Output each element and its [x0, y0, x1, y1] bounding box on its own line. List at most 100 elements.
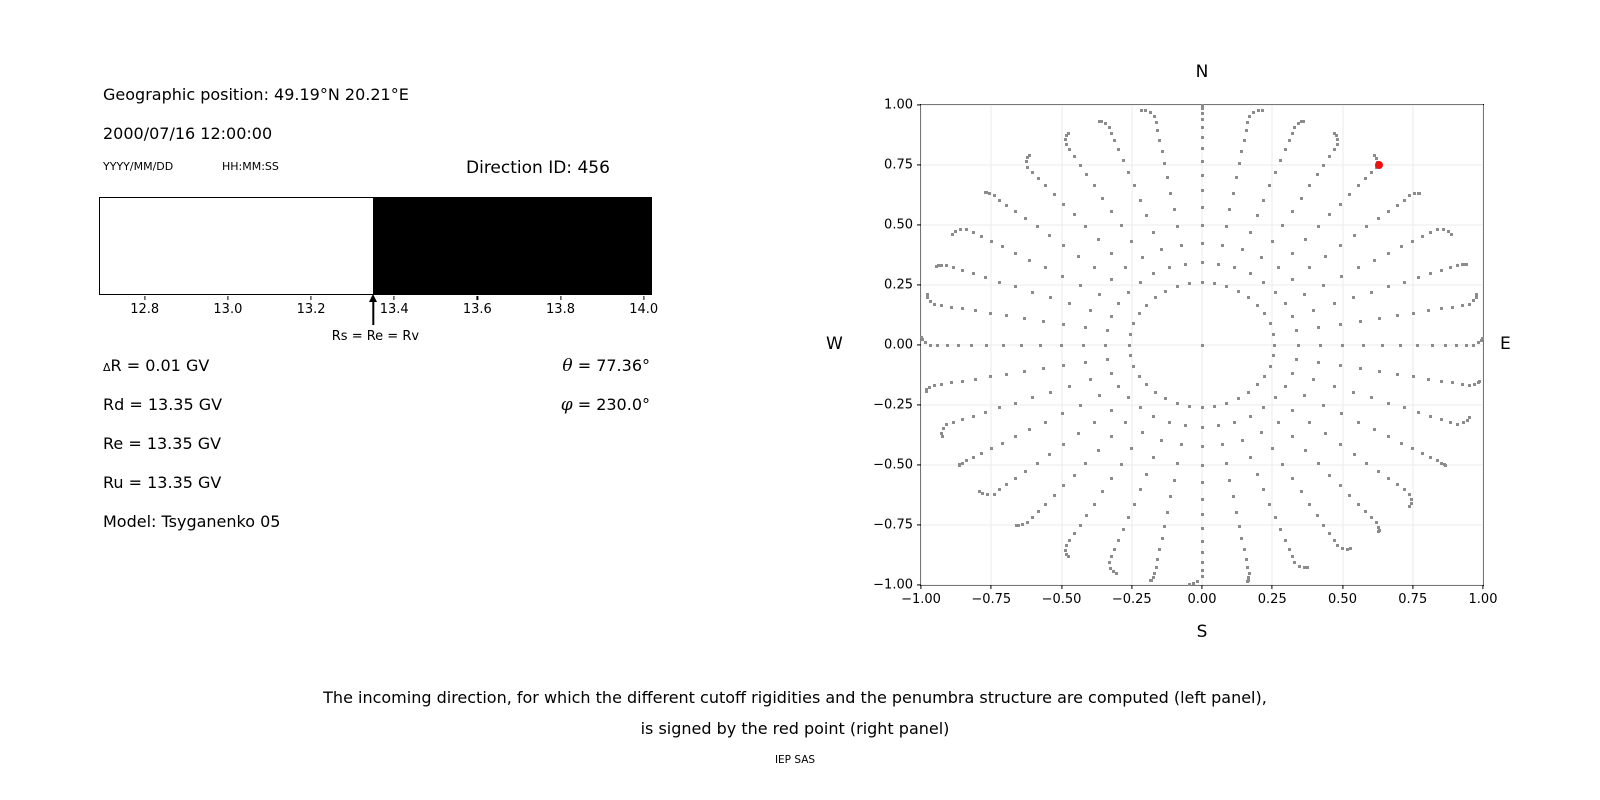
delta-r-value: R = 0.01 GV — [110, 356, 210, 375]
y-gridline — [921, 284, 1483, 286]
direction-grid-dot — [1262, 406, 1266, 410]
direction-grid-dot — [1028, 258, 1032, 262]
direction-grid-dot — [1396, 314, 1400, 318]
direction-grid-dot — [1364, 510, 1368, 514]
direction-grid-dot — [1427, 377, 1431, 381]
direction-grid-dot — [1348, 192, 1352, 196]
direction-grid-dot — [1014, 477, 1018, 481]
direction-grid-dot — [1302, 566, 1306, 570]
direction-grid-dot — [1144, 303, 1148, 307]
direction-grid-dot — [1312, 378, 1316, 382]
delta-symbol: Δ — [103, 361, 111, 374]
direction-grid-dot — [1130, 447, 1134, 451]
y-tick — [917, 224, 921, 226]
direction-grid-dot — [952, 420, 956, 424]
direction-grid-dot — [1387, 401, 1391, 405]
direction-grid-dot — [1255, 472, 1259, 476]
direction-grid-dot — [1308, 266, 1312, 270]
y-tick — [917, 164, 921, 166]
direction-grid-dot — [1117, 384, 1121, 388]
direction-grid-dot — [1248, 414, 1252, 418]
direction-grid-dot — [1167, 266, 1171, 270]
direction-grid-dot — [1060, 274, 1064, 278]
direction-grid-dot — [1439, 269, 1443, 273]
direction-grid-dot — [1338, 442, 1342, 446]
direction-grid-dot — [1221, 443, 1225, 447]
direction-grid-dot — [1200, 107, 1204, 111]
direction-grid-dot — [1255, 214, 1259, 218]
direction-grid-dot — [1160, 149, 1164, 153]
penumbra-tick — [643, 296, 645, 300]
direction-grid-dot — [1461, 421, 1465, 425]
direction-grid-dot — [1290, 209, 1294, 213]
direction-grid-dot — [1110, 555, 1114, 559]
direction-grid-dot — [1159, 248, 1163, 252]
direction-grid-dot — [1236, 289, 1240, 293]
direction-grid-dot — [1138, 198, 1142, 202]
direction-grid-dot — [1138, 280, 1142, 284]
x-tick — [1341, 585, 1344, 589]
direction-grid-dot — [1322, 163, 1326, 167]
direction-grid-dot — [1154, 121, 1158, 125]
y-tick-label: 0.00 — [884, 337, 913, 353]
direction-grid-dot — [1179, 443, 1183, 447]
direction-grid-dot — [1200, 481, 1204, 485]
direction-grid-dot — [1126, 516, 1130, 520]
y-gridline — [921, 404, 1483, 406]
direction-grid-dot — [1295, 329, 1299, 333]
direction-grid-dot — [1062, 244, 1066, 248]
direction-grid-dot — [924, 389, 928, 393]
cardinal-east-label: E — [1500, 334, 1511, 354]
direction-grid-dot — [1117, 148, 1121, 152]
cardinal-west-label: W — [826, 334, 843, 354]
direction-grid-dot — [1110, 477, 1114, 481]
direction-grid-dot — [1377, 528, 1381, 532]
direction-grid-dot — [1408, 492, 1412, 496]
direction-grid-dot — [1413, 192, 1417, 196]
direction-grid-dot — [1411, 239, 1415, 243]
direction-grid-dot — [1359, 319, 1363, 323]
direction-grid-dot — [1107, 561, 1111, 565]
direction-grid-dot — [1225, 285, 1229, 289]
direction-grid-dot — [1429, 456, 1433, 460]
x-tick — [1060, 585, 1063, 589]
direction-grid-dot — [1200, 146, 1204, 150]
direction-grid-dot — [1175, 285, 1179, 289]
direction-grid-dot — [954, 230, 958, 233]
direction-grid-dot — [998, 280, 1002, 284]
direction-grid-dot — [1332, 131, 1336, 135]
phi-value: = 230.0° — [572, 395, 650, 414]
direction-grid-dot — [1068, 302, 1072, 306]
direction-grid-dot — [1110, 435, 1114, 439]
direction-grid-dot — [1153, 391, 1157, 395]
direction-grid-dot — [1153, 295, 1157, 299]
x-tick — [1271, 585, 1273, 589]
direction-grid-dot — [1064, 137, 1068, 141]
direction-grid-dot — [933, 383, 937, 387]
direction-grid-dot — [1224, 225, 1228, 229]
direction-grid-dot — [1041, 367, 1045, 371]
direction-grid-dot — [1044, 184, 1048, 188]
direction-grid-dot — [1451, 305, 1455, 309]
direction-grid-dot — [981, 492, 985, 496]
direction-grid-dot — [971, 456, 975, 460]
direction-grid-dot — [1440, 461, 1444, 465]
direction-grid-dot — [1109, 408, 1113, 412]
direction-grid-dot — [1152, 272, 1156, 276]
direction-grid-dot — [970, 343, 974, 347]
direction-grid-dot — [1169, 191, 1173, 195]
x-tick-label: −1.00 — [901, 592, 941, 607]
direction-grid-dot — [1145, 214, 1149, 218]
direction-grid-dot — [1200, 117, 1204, 121]
direction-grid-dot — [1296, 121, 1300, 125]
penumbra-tick — [476, 296, 478, 300]
direction-grid-dot — [1396, 372, 1400, 376]
direction-grid-dot — [1020, 523, 1024, 527]
direction-grid-dot — [1052, 494, 1056, 498]
direction-grid-dot — [1062, 484, 1066, 488]
direction-grid-dot — [1375, 156, 1379, 160]
caption-line-1: The incoming direction, for which the di… — [323, 688, 1267, 707]
direction-grid-dot — [1001, 245, 1005, 249]
direction-grid-dot — [1083, 325, 1087, 329]
x-tick-label: 0.00 — [1187, 592, 1217, 607]
